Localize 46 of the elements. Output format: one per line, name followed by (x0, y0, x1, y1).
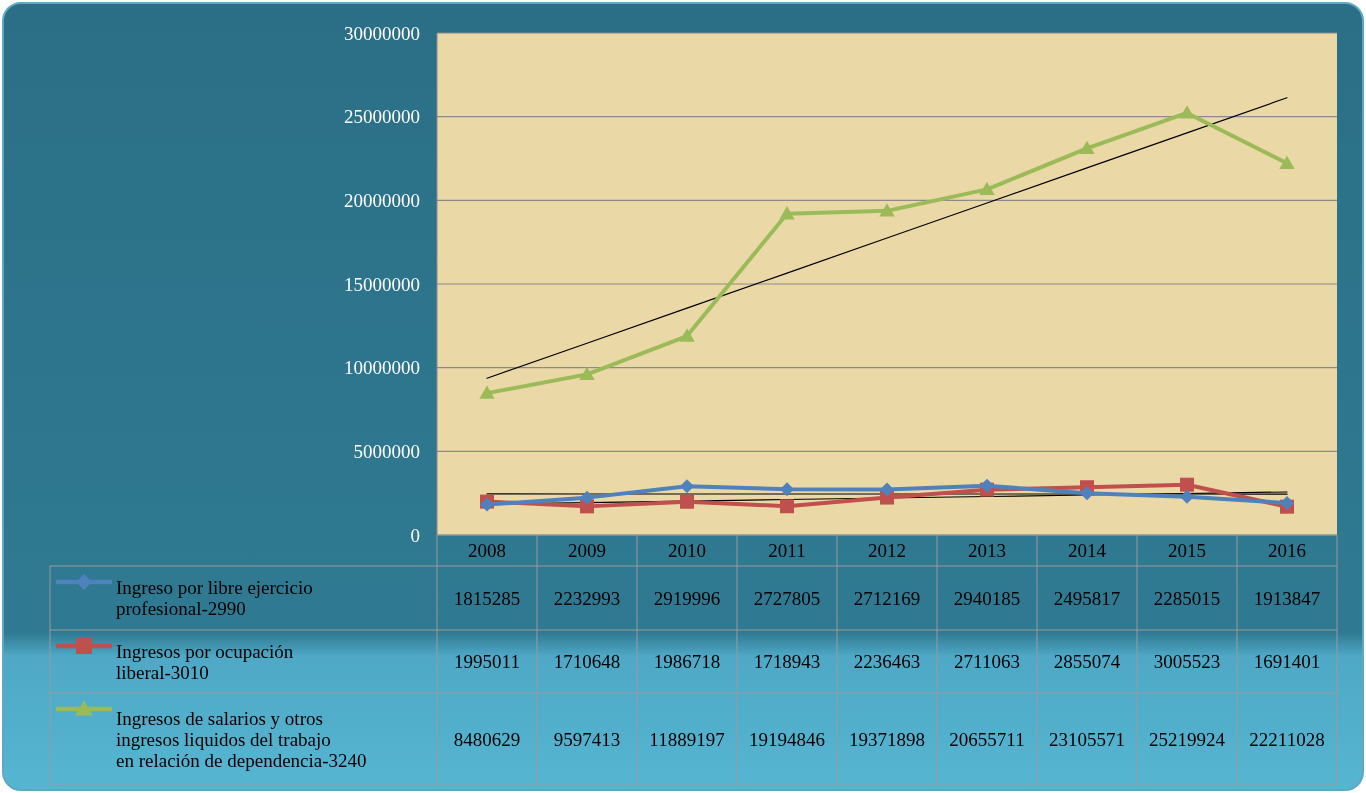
x-tick-label: 2013 (968, 540, 1006, 562)
data-label: 1691401 (1253, 651, 1321, 673)
y-tick-label: 5000000 (353, 440, 420, 462)
data-label: 2940185 (953, 587, 1021, 609)
data-label: 2495817 (1053, 587, 1121, 609)
x-tick-label: 2012 (868, 540, 906, 562)
data-label: 25219924 (1149, 728, 1226, 750)
x-tick-label: 2008 (468, 540, 506, 562)
data-label: 9597413 (553, 728, 621, 750)
x-tick-label: 2010 (668, 540, 706, 562)
data-label: 1986718 (653, 651, 721, 673)
legend-label: Ingresos por ocupación liberal-3010 (116, 640, 294, 683)
data-label: 2855074 (1053, 651, 1121, 673)
data-label: 3005523 (1153, 651, 1221, 673)
y-tick-label: 25000000 (344, 106, 420, 128)
y-tick-label: 10000000 (344, 357, 420, 379)
data-label: 22211028 (1249, 728, 1325, 750)
data-label: 2712169 (853, 587, 921, 609)
data-label: 2919996 (653, 587, 721, 609)
data-label: 8480629 (453, 728, 521, 750)
data-label: 1710648 (553, 651, 621, 673)
legend-label: Ingreso por libre ejercicio profesional-2990 (116, 577, 313, 620)
data-label: 19194846 (749, 728, 825, 750)
y-tick-label: 0 (410, 524, 420, 546)
legend-label: Ingresos de salarios y otros ingresos liquidos del trabajo en relación de dependencia-3240 (116, 707, 367, 771)
data-label: 2285015 (1153, 587, 1221, 609)
x-tick-label: 2014 (1068, 540, 1107, 562)
data-label: 2727805 (753, 587, 821, 609)
x-tick-label: 2016 (1268, 540, 1306, 562)
y-tick-label: 30000000 (344, 22, 420, 44)
data-label: 11889197 (649, 728, 725, 750)
data-label: 19371898 (849, 728, 925, 750)
data-label: 1718943 (753, 651, 821, 673)
data-label: 23105571 (1049, 728, 1125, 750)
x-tick-label: 2009 (568, 540, 606, 562)
x-tick-label: 2015 (1168, 540, 1206, 562)
data-label: 20655711 (949, 728, 1025, 750)
x-tick-label: 2011 (768, 540, 806, 562)
data-label: 1995011 (454, 651, 520, 673)
data-label: 2236463 (853, 651, 921, 673)
y-tick-label: 20000000 (344, 189, 420, 211)
data-label: 2232993 (553, 587, 621, 609)
data-label: 1913847 (1253, 587, 1321, 609)
data-label: 1815285 (453, 587, 521, 609)
y-tick-label: 15000000 (344, 273, 420, 295)
data-label: 2711063 (954, 651, 1020, 673)
